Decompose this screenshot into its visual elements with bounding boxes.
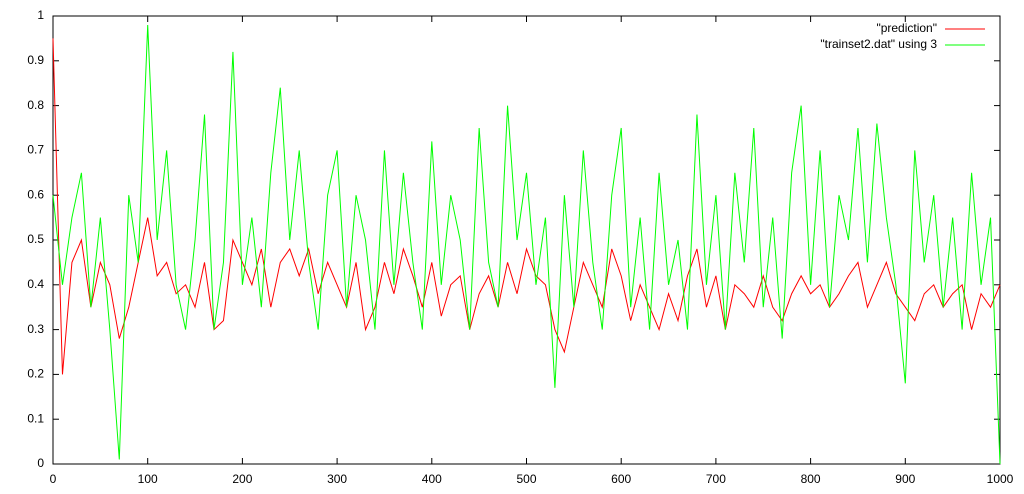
y-tick-label: 0 xyxy=(37,456,44,470)
x-tick-label: 700 xyxy=(706,472,726,486)
x-tick-label: 800 xyxy=(801,472,821,486)
y-tick-label: 0.8 xyxy=(27,98,44,112)
x-tick-label: 400 xyxy=(422,472,442,486)
y-tick-label: 0.4 xyxy=(27,277,44,291)
x-tick-label: 300 xyxy=(327,472,347,486)
legend-label: "prediction" xyxy=(876,21,937,35)
y-tick-label: 0.7 xyxy=(27,143,44,157)
x-tick-label: 600 xyxy=(611,472,631,486)
y-tick-label: 0.6 xyxy=(27,187,44,201)
x-tick-label: 0 xyxy=(50,472,57,486)
x-tick-label: 900 xyxy=(895,472,915,486)
legend-label: "trainset2.dat" using 3 xyxy=(820,37,937,51)
data-line xyxy=(52,38,1001,375)
y-tick-label: 0.3 xyxy=(27,322,44,336)
x-tick-label: 100 xyxy=(138,472,158,486)
x-tick-label: 500 xyxy=(516,472,536,486)
y-tick-label: 0.9 xyxy=(27,53,44,67)
y-tick-label: 1 xyxy=(37,8,44,22)
y-tick-label: 0.2 xyxy=(27,367,44,381)
x-tick-label: 1000 xyxy=(987,472,1014,486)
x-tick-label: 200 xyxy=(232,472,252,486)
data-line xyxy=(52,24,1001,465)
y-tick-label: 0.1 xyxy=(27,411,44,425)
y-tick-label: 0.5 xyxy=(27,232,44,246)
